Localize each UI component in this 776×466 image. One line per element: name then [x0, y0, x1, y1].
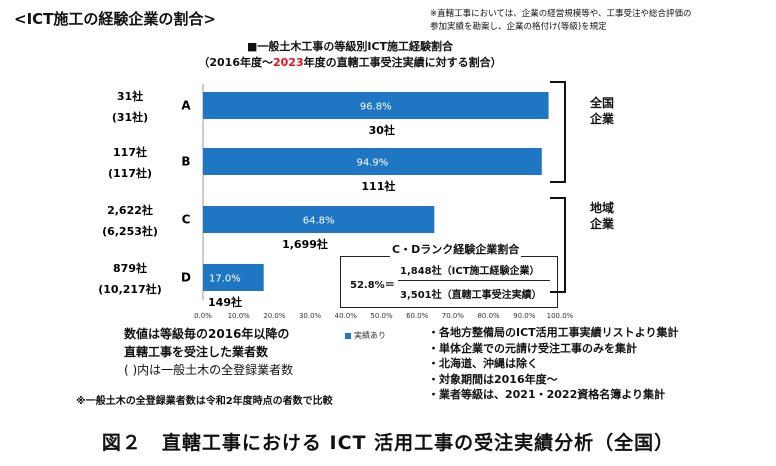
x-tick-label: 0.0%	[194, 312, 212, 320]
category-label: A	[181, 99, 191, 113]
experienced-count-label: 111社	[361, 179, 395, 193]
registered-count-label: (6,253社)	[102, 224, 158, 238]
bar-C	[203, 206, 435, 233]
right-note-item: ・対象期間は2016年度～	[428, 372, 558, 386]
company-count-label: 879社	[113, 261, 147, 275]
ratio-numerator: 1,848社（ICT施工経験企業）	[400, 266, 540, 277]
top-note: ※直轄工事においては、企業の経営規模等や、工事受注や総合評価の 参加実績を勘案し…	[430, 8, 691, 34]
bar-value-label: 64.8%	[303, 216, 335, 227]
bar-D	[203, 264, 264, 291]
registered-count-label: (117社)	[108, 166, 152, 180]
legend-label: 実績あり	[354, 331, 386, 340]
chart-title-line2-post: 年度の直轄工事受注実績に対する割合）	[303, 56, 502, 69]
top-note-line: ※直轄工事においては、企業の経営規模等や、工事受注や総合評価の	[430, 9, 692, 19]
registered-count-label: (31社)	[112, 110, 148, 124]
registered-count-label: (10,217社)	[98, 282, 162, 296]
x-tick-label: 50.0%	[370, 312, 393, 320]
top-note-line: 参加実績を勘案し、企業の格付け(等級)を規定	[430, 22, 607, 32]
bar-value-label: 94.9%	[357, 158, 389, 169]
left-note-line2: 直轄工事を受注した業者数	[124, 345, 269, 359]
right-note-item: ・業者等級は、2021・2022資格名簿より集計	[428, 388, 666, 401]
x-tick-label: 90.0%	[513, 312, 536, 320]
x-tick-label: 80.0%	[477, 312, 500, 320]
category-label: D	[181, 271, 191, 285]
x-tick-label: 100.0%	[547, 312, 574, 320]
legend-swatch	[345, 332, 351, 339]
chart-title-line2: （2016年度～2023年度の直轄工事受注実績に対する割合）	[170, 55, 530, 71]
chart-title: ■一般土木工事の等級別ICT施工経験割合 （2016年度～2023年度の直轄工事…	[170, 39, 530, 71]
right-note-item: ・各地方整備局のICT活用工事実績リストより集計	[428, 326, 679, 339]
bar-B	[203, 148, 542, 175]
bracket-national	[550, 81, 566, 183]
chart-title-line1: ■一般土木工事の等級別ICT施工経験割合	[246, 40, 454, 53]
group-label-regional: 地域 企業	[582, 200, 622, 232]
company-count-label: 2,622社	[107, 203, 153, 217]
bottom-note: ※一般土木の全登録業者数は令和2年度時点の者数で比較	[76, 396, 333, 407]
experienced-count-label: 1,699社	[282, 237, 328, 251]
ratio-denominator: 3,501社（直轄工事受注実績）	[400, 290, 542, 301]
group-label-line: 企業	[589, 112, 614, 126]
bar-A	[203, 92, 549, 119]
right-note-item: ・北海道、沖縄は除く	[428, 357, 538, 370]
right-notes: ・各地方整備局のICT活用工事実績リストより集計 ・単体企業での元請け受注工事の…	[428, 325, 678, 403]
experienced-count-label: 30社	[369, 123, 395, 137]
group-label-national: 全国 企業	[582, 95, 622, 127]
category-label: B	[181, 155, 190, 169]
experienced-count-label: 149社	[208, 295, 242, 309]
left-note-line3: ( )内は一般土木の全登録業者数	[124, 363, 294, 377]
ratio-box-title: C・Dランク経験企業割合	[390, 241, 522, 257]
group-label-line: 地域	[589, 201, 614, 215]
x-tick-label: 40.0%	[335, 312, 358, 320]
group-label-line: 全国	[589, 96, 614, 110]
company-count-label: 117社	[113, 145, 147, 159]
category-label: C	[182, 213, 191, 227]
right-note-item: ・単体企業での元請け受注工事のみを集計	[428, 341, 637, 355]
x-tick-label: 30.0%	[299, 312, 322, 320]
section-title: <ICT施工の経験企業の割合>	[14, 10, 216, 28]
x-tick-label: 20.0%	[263, 312, 286, 320]
left-note-line1: 数値は等級毎の2016年以降の	[124, 327, 290, 341]
bar-value-label: 96.8%	[360, 102, 392, 113]
ratio-fraction-line	[398, 280, 550, 281]
x-tick-label: 70.0%	[442, 312, 465, 320]
x-tick-label: 60.0%	[406, 312, 429, 320]
figure-caption: 図２ 直轄工事における ICT 活用工事の受注実績分析（全国）	[101, 432, 675, 454]
company-count-label: 31社	[117, 89, 143, 103]
group-label-line: 企業	[589, 217, 614, 231]
bar-value-label: 17.0%	[209, 274, 241, 285]
left-notes: 数値は等級毎の2016年以降の 直轄工事を受注した業者数 ( )内は一般土木の全…	[124, 325, 293, 379]
chart-legend: 実績あり	[345, 330, 386, 341]
chart-title-year: 2023	[273, 56, 304, 69]
x-tick-label: 10.0%	[228, 312, 251, 320]
ratio-value: 52.8%＝	[350, 280, 395, 291]
chart-title-line2-pre: （2016年度～	[198, 56, 273, 69]
